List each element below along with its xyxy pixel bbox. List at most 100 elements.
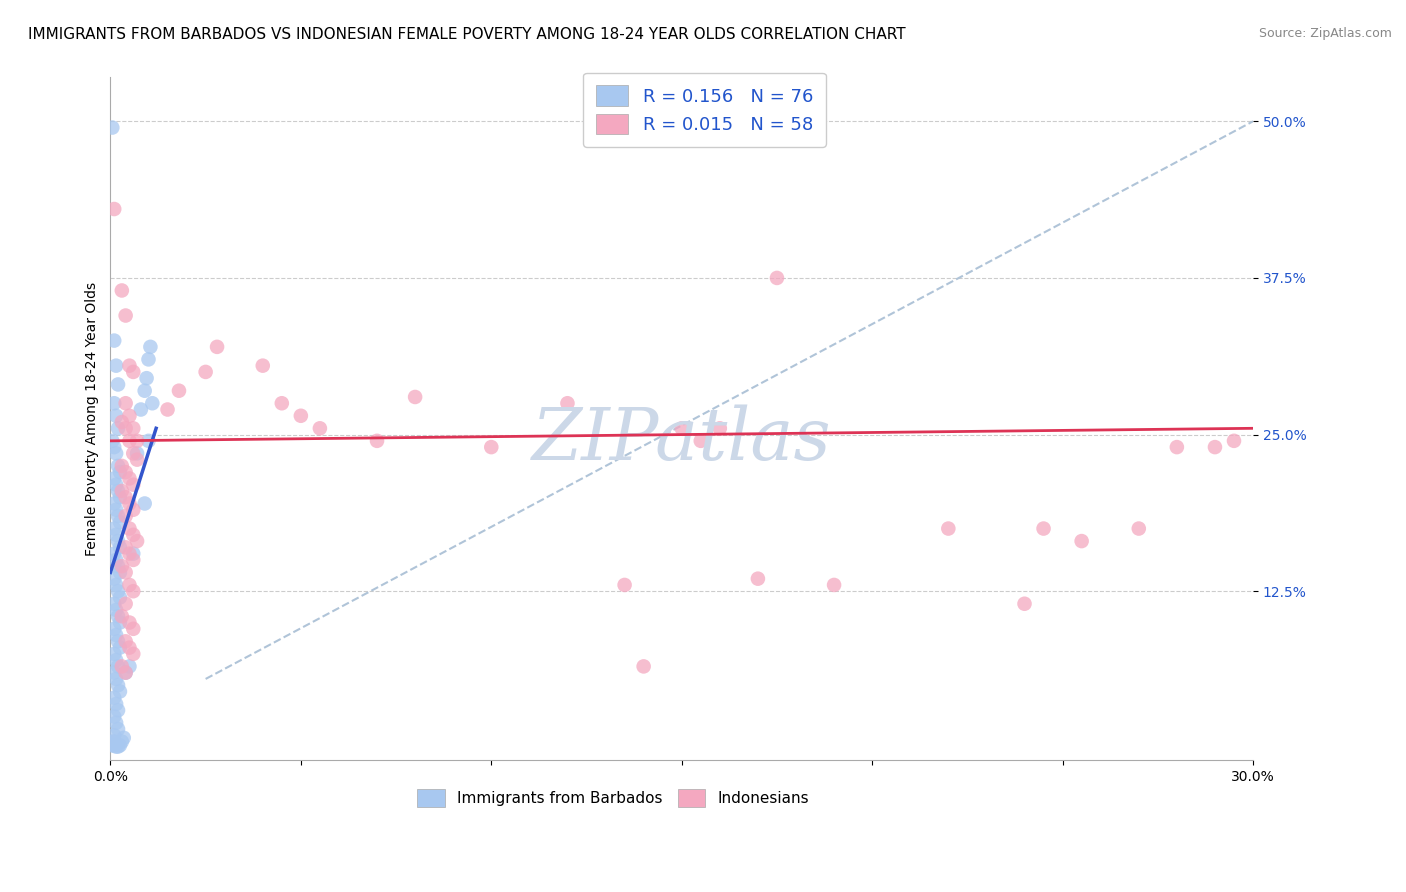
Point xyxy=(936,522,959,536)
Point xyxy=(107,483,129,498)
Point xyxy=(118,496,141,510)
Point xyxy=(103,522,125,536)
Point xyxy=(1166,440,1188,454)
Point xyxy=(105,502,128,516)
Point xyxy=(141,396,163,410)
Point xyxy=(107,739,129,754)
Point xyxy=(114,597,136,611)
Point xyxy=(114,541,136,555)
Point xyxy=(671,421,693,435)
Point xyxy=(107,559,129,574)
Point xyxy=(252,359,274,373)
Point xyxy=(122,365,145,379)
Point xyxy=(122,647,145,661)
Point xyxy=(103,496,125,510)
Point xyxy=(103,709,125,723)
Point xyxy=(108,615,131,630)
Point xyxy=(122,528,145,542)
Point xyxy=(114,309,136,323)
Point xyxy=(105,578,128,592)
Point xyxy=(103,202,125,216)
Point xyxy=(107,659,129,673)
Point xyxy=(122,547,145,561)
Point xyxy=(105,715,128,730)
Point xyxy=(108,640,131,655)
Point xyxy=(134,496,156,510)
Point xyxy=(1223,434,1246,448)
Point xyxy=(156,402,179,417)
Point xyxy=(107,534,129,549)
Point xyxy=(138,434,160,448)
Point xyxy=(112,731,135,745)
Point xyxy=(111,284,134,298)
Point xyxy=(103,665,125,680)
Point xyxy=(114,665,136,680)
Point xyxy=(138,352,160,367)
Point xyxy=(633,659,655,673)
Point xyxy=(823,578,845,592)
Point xyxy=(118,471,141,485)
Point xyxy=(194,365,217,379)
Point xyxy=(107,634,129,648)
Point xyxy=(118,547,141,561)
Point xyxy=(103,396,125,410)
Point xyxy=(103,597,125,611)
Point xyxy=(111,609,134,624)
Y-axis label: Female Poverty Among 18-24 Year Olds: Female Poverty Among 18-24 Year Olds xyxy=(86,282,100,556)
Point xyxy=(111,415,134,429)
Point xyxy=(114,566,136,580)
Point xyxy=(114,665,136,680)
Point xyxy=(105,409,128,423)
Point xyxy=(122,477,145,491)
Point xyxy=(105,603,128,617)
Point xyxy=(613,578,636,592)
Point xyxy=(101,739,124,753)
Point xyxy=(118,578,141,592)
Point xyxy=(1014,597,1036,611)
Point xyxy=(108,541,131,555)
Point xyxy=(118,522,141,536)
Point xyxy=(103,690,125,705)
Point xyxy=(105,653,128,667)
Point xyxy=(290,409,312,423)
Point xyxy=(107,703,129,717)
Point xyxy=(111,659,134,673)
Point xyxy=(118,409,141,423)
Point xyxy=(479,440,502,454)
Point xyxy=(103,728,125,742)
Point xyxy=(103,739,125,753)
Point xyxy=(105,697,128,711)
Point xyxy=(114,509,136,524)
Point xyxy=(125,434,148,448)
Point xyxy=(766,271,789,285)
Point xyxy=(108,516,131,530)
Point xyxy=(1070,534,1092,549)
Point xyxy=(105,553,128,567)
Point xyxy=(122,584,145,599)
Text: ZIPatlas: ZIPatlas xyxy=(531,404,831,475)
Point xyxy=(108,591,131,605)
Point xyxy=(366,434,388,448)
Point xyxy=(114,634,136,648)
Point xyxy=(1204,440,1226,454)
Point xyxy=(114,421,136,435)
Point xyxy=(108,490,131,504)
Point xyxy=(1032,522,1054,536)
Point xyxy=(111,734,134,748)
Point xyxy=(114,490,136,504)
Point xyxy=(122,421,145,435)
Point xyxy=(114,396,136,410)
Point xyxy=(103,547,125,561)
Point xyxy=(557,396,579,410)
Point xyxy=(101,734,124,748)
Point xyxy=(108,566,131,580)
Point xyxy=(103,622,125,636)
Point xyxy=(129,402,152,417)
Point xyxy=(134,384,156,398)
Point xyxy=(105,628,128,642)
Point xyxy=(101,120,124,135)
Point xyxy=(105,739,128,754)
Point xyxy=(105,528,128,542)
Point xyxy=(103,334,125,348)
Point xyxy=(111,483,134,498)
